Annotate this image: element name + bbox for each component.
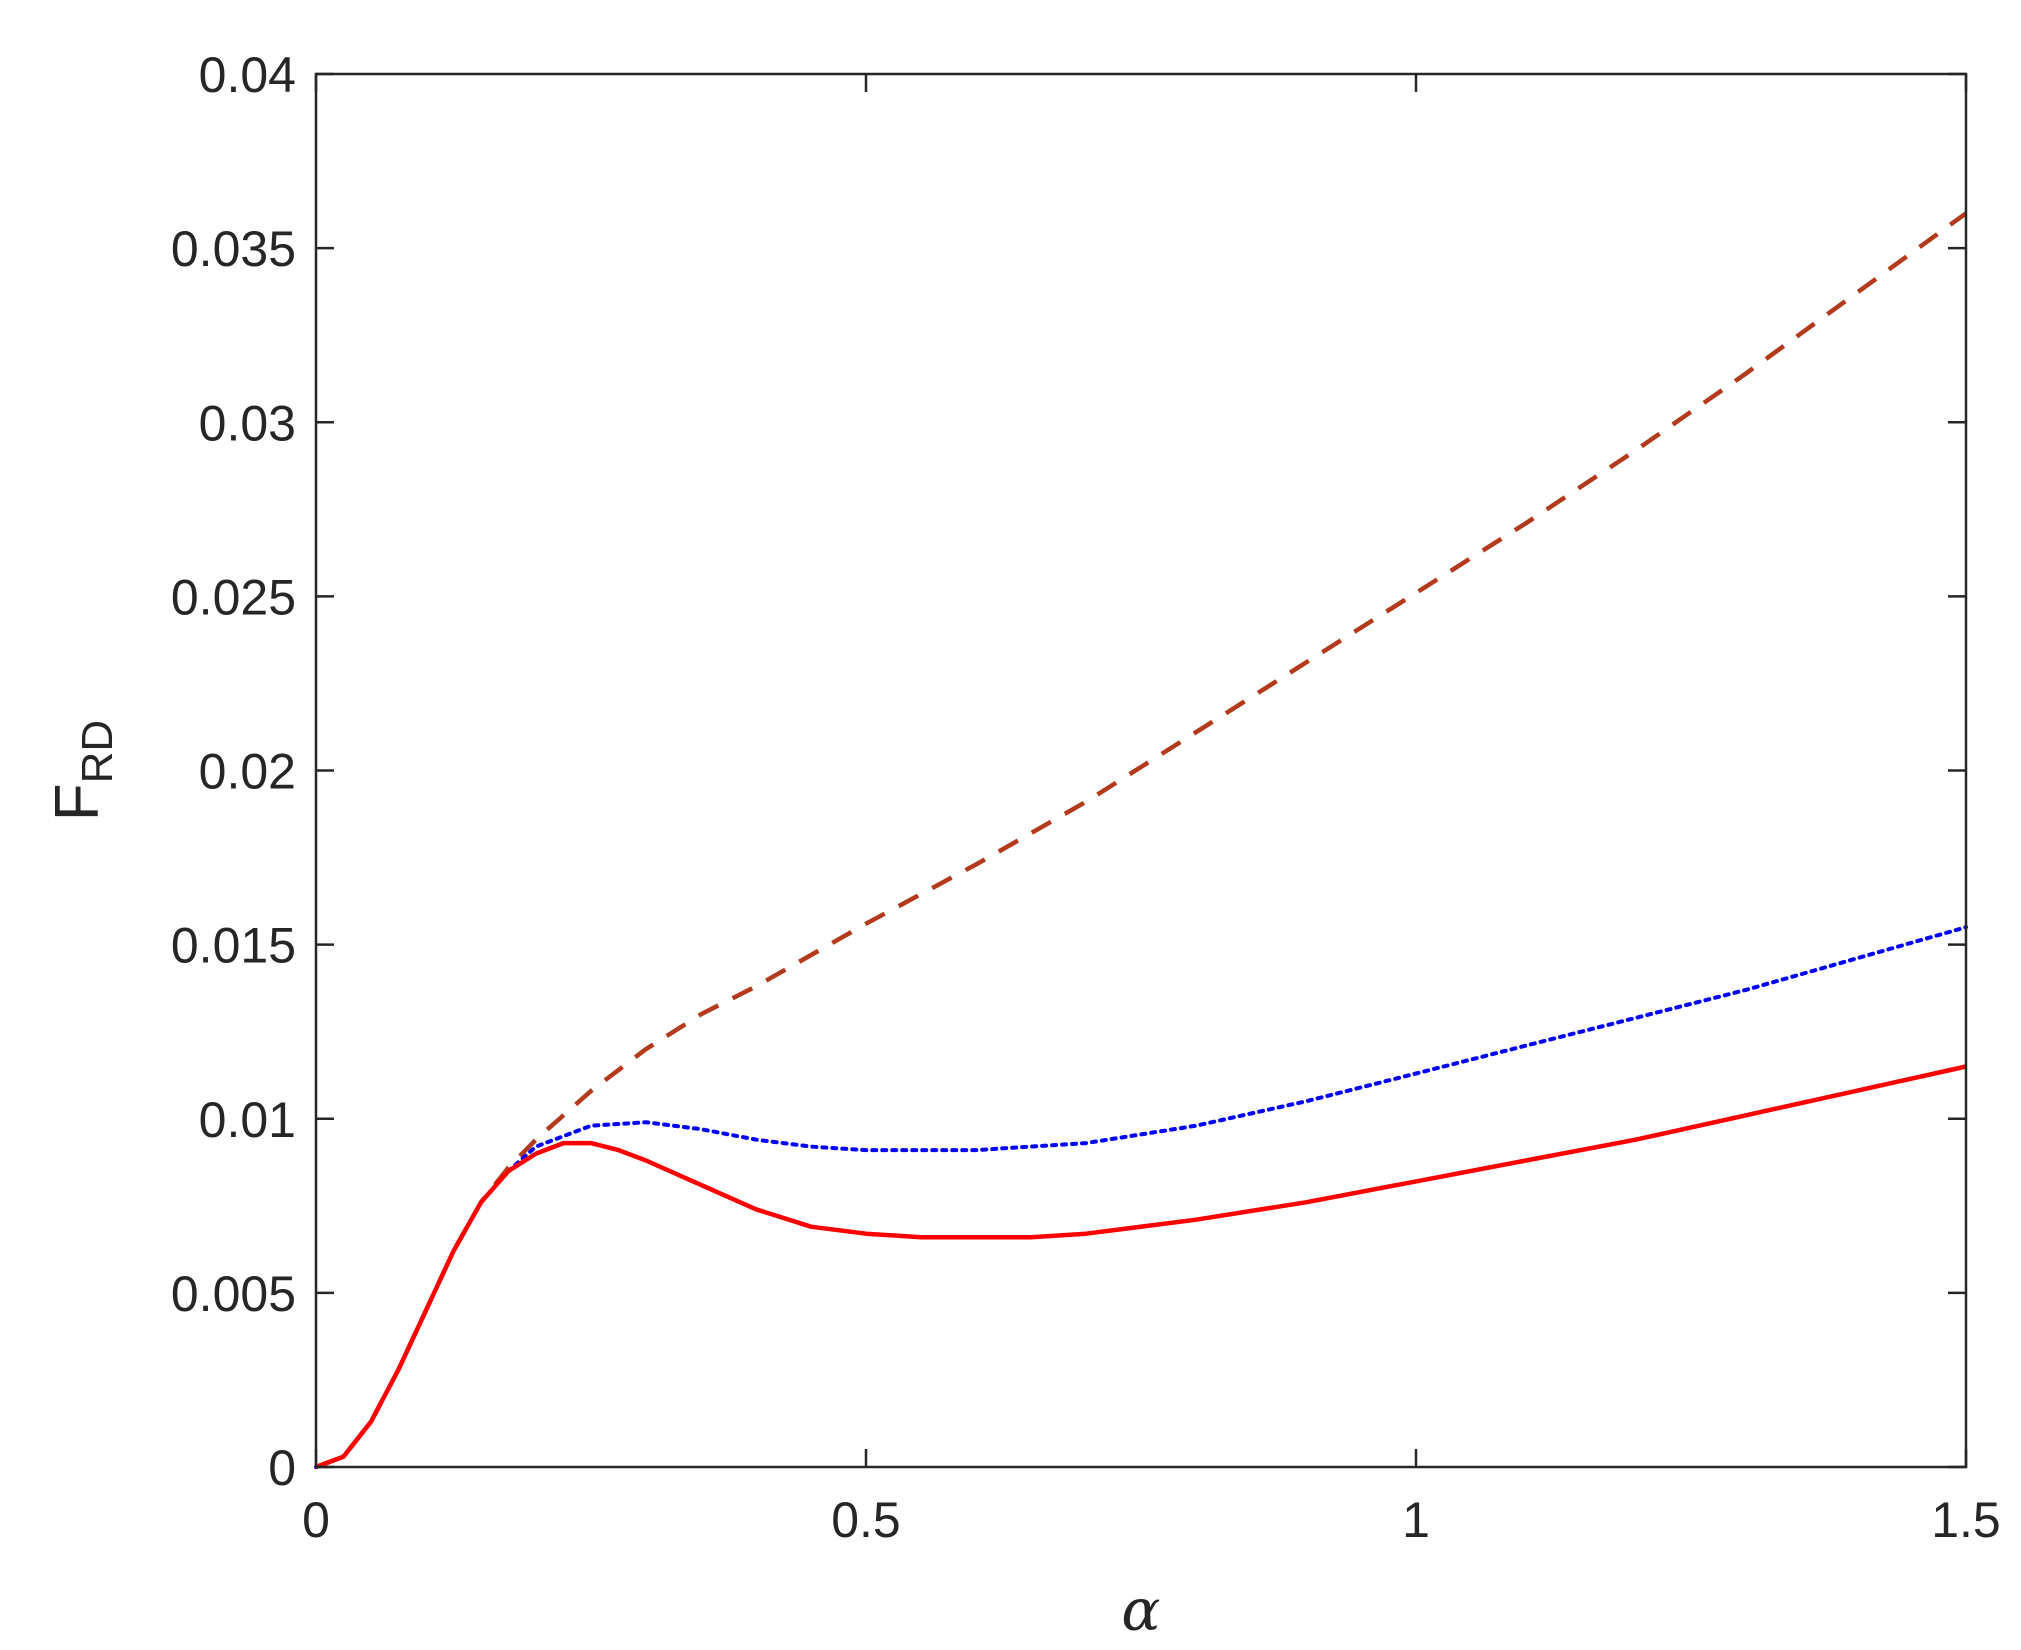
y-tick-label: 0.03 (199, 395, 296, 451)
y-axis-label-main: F (43, 783, 112, 821)
y-tick-label: 0.015 (171, 918, 296, 974)
series-line-solid (315, 1064, 1967, 1470)
y-axis-label-subscript: RD (73, 720, 122, 784)
x-tick-label: 0 (302, 1492, 330, 1548)
x-tick-label: 1.5 (1931, 1492, 2001, 1548)
y-tick-label: 0 (268, 1440, 296, 1496)
y-tick-label: 0.005 (171, 1266, 296, 1322)
x-axis-label: α (1121, 1576, 1160, 1644)
x-tick-label: 0.5 (831, 1492, 901, 1548)
x-tick-label: 1 (1402, 1492, 1430, 1548)
y-tick-label: 0.035 (171, 221, 296, 277)
tick-layer (314, 72, 1968, 1469)
y-tick-label: 0.025 (171, 569, 296, 625)
series-layer (314, 211, 1968, 1470)
y-tick-label: 0.01 (199, 1092, 296, 1148)
y-axis-label: FRD (43, 720, 122, 821)
label-layer: 0 0.5 1 1.5 0 0.005 0.01 0.015 0.02 0.025 0.03 0.03… (171, 47, 2001, 1548)
y-tick-label: 0.04 (199, 47, 296, 103)
y-tick-label: 0.02 (199, 744, 296, 800)
